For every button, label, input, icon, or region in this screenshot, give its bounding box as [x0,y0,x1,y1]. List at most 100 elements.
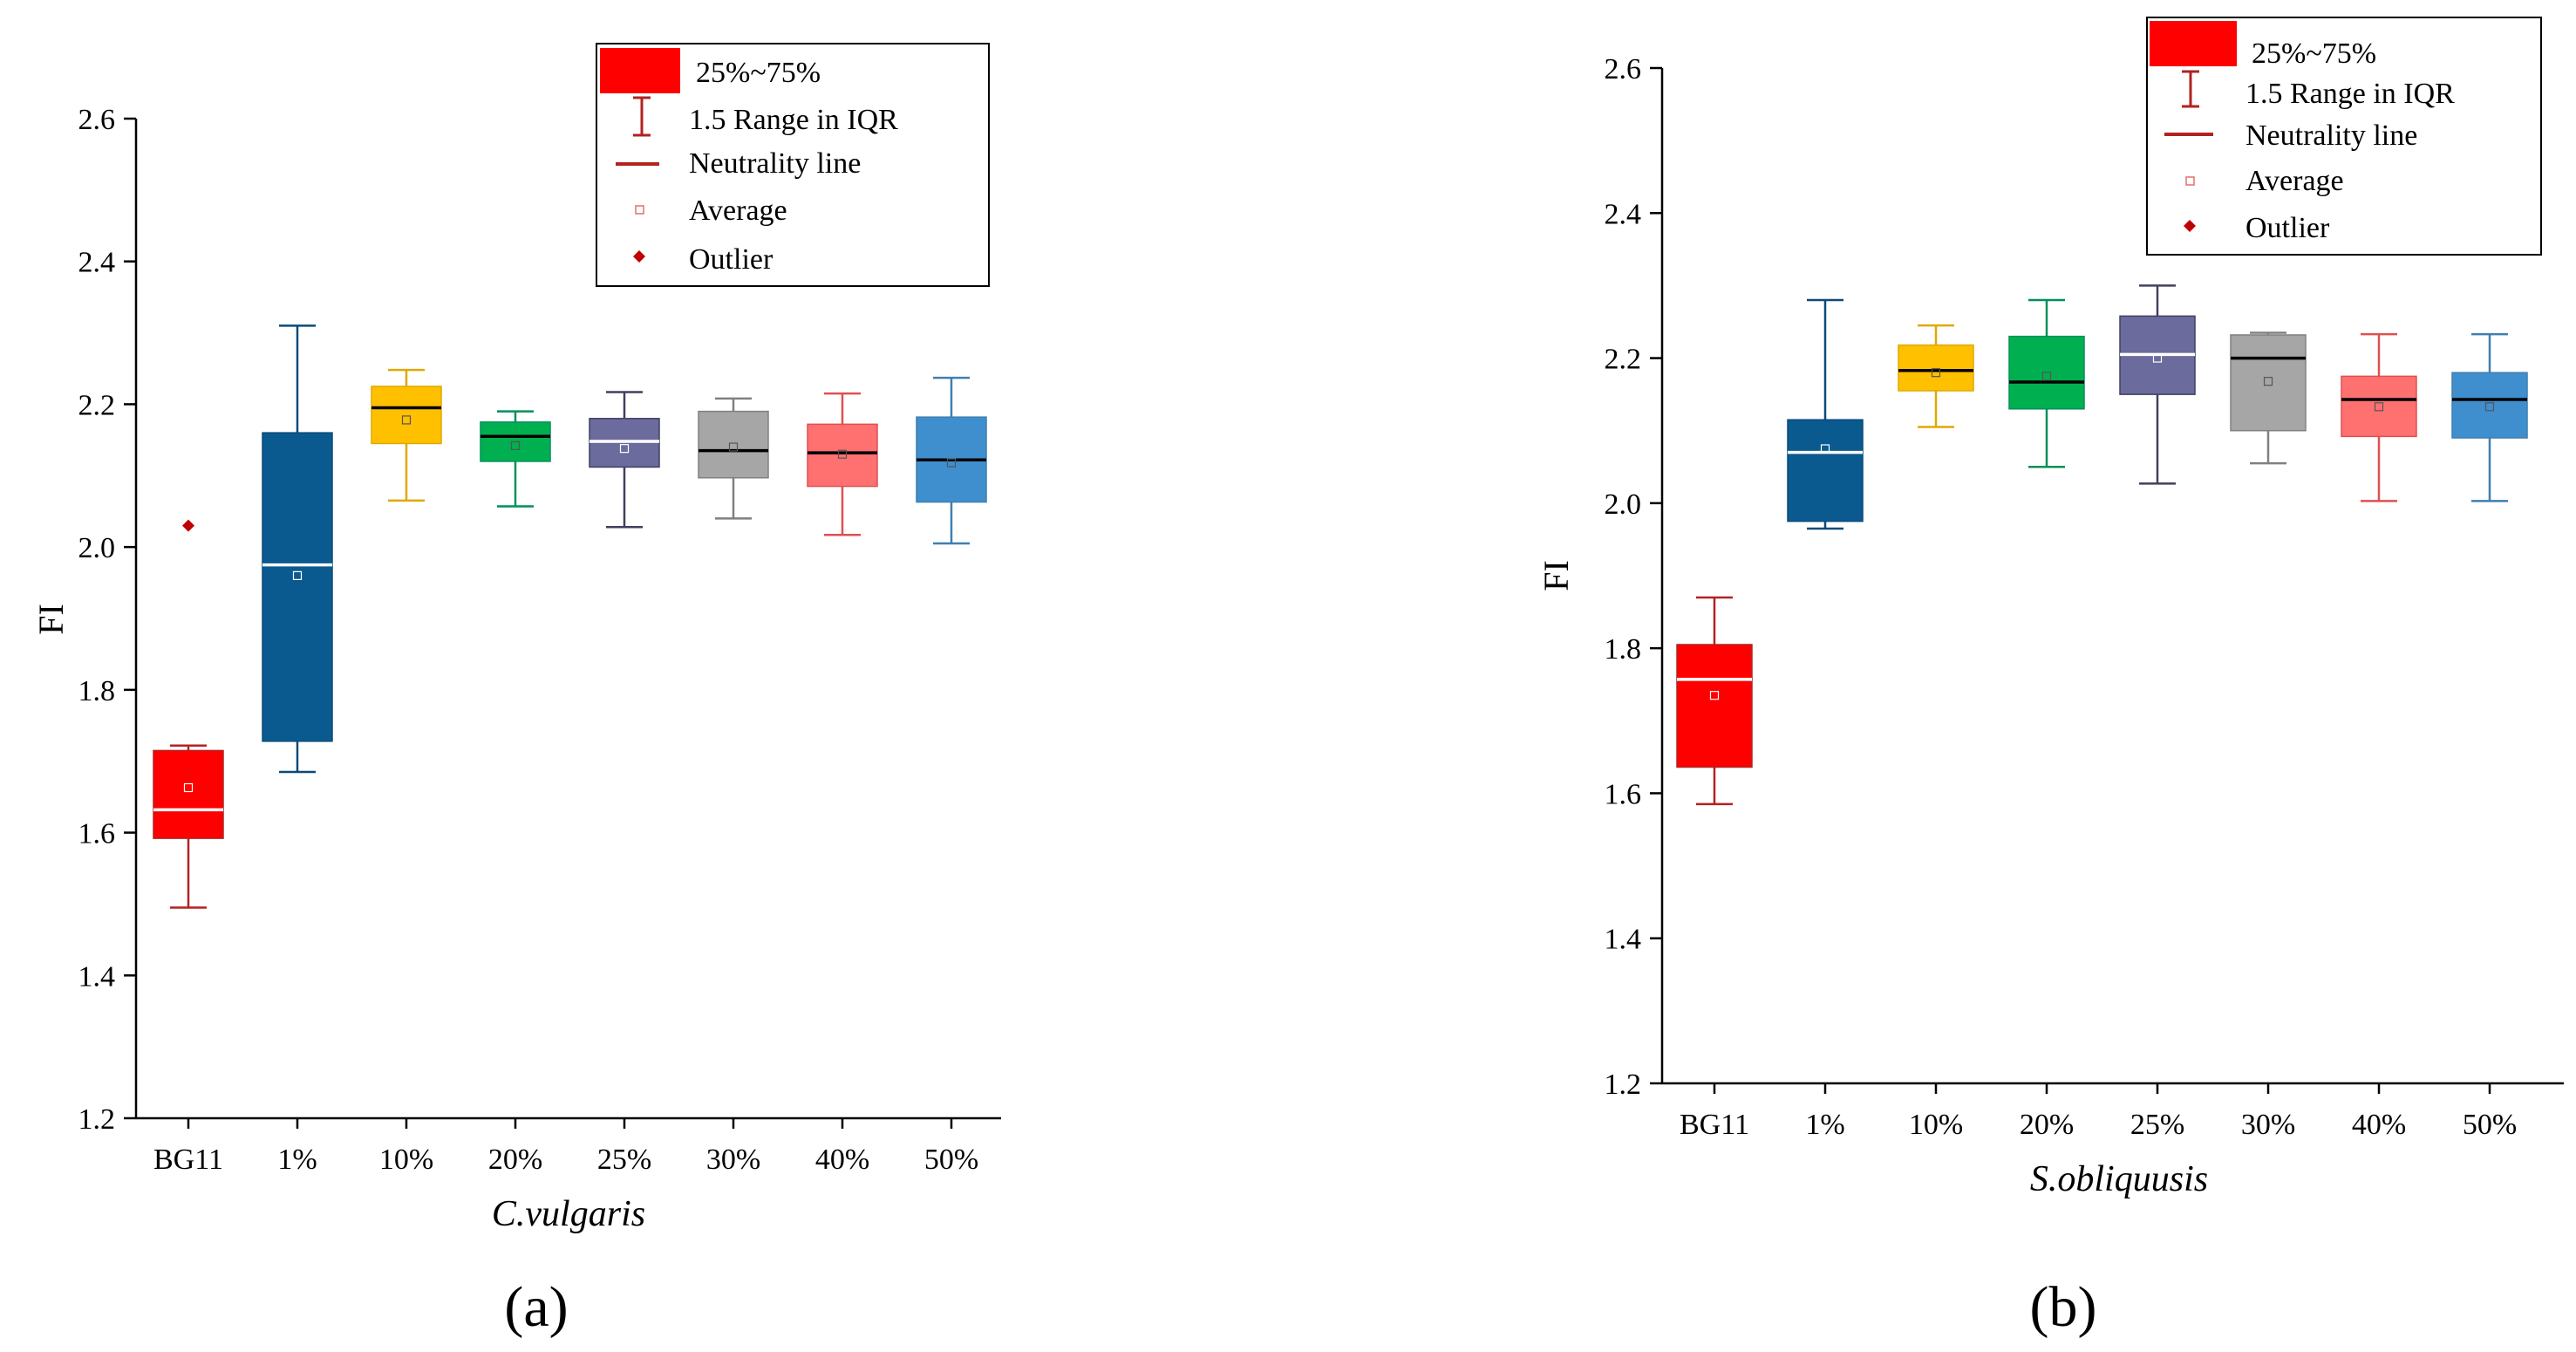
x-tick-label: 1% [277,1144,317,1176]
x-tick-label: 50% [2463,1109,2517,1141]
legend-whisker-swatch-a [633,96,651,137]
mean-marker [183,782,194,793]
y-tick-label: 1.8 [78,675,116,707]
iqr-box [1676,644,1753,768]
legend-outlier-swatch-a [633,250,645,263]
mean-marker [510,440,521,451]
legend-average-swatch-a [635,205,644,215]
mean-marker [1820,444,1830,454]
legend-item-box-a: 25%~75% [696,57,821,89]
y-tick-label: 2.0 [1605,488,1642,521]
chart-panel-a: 1.2 1.4 1.6 1.8 2.0 2.2 2.4 2.6 BG11 1% 10% 20% 25%… [31,43,1001,1339]
x-tick-label: 30% [706,1144,760,1176]
y-tick-label: 2.4 [78,247,116,279]
box-1pct [1787,298,1864,530]
legend-item-neutrality-b: Neutrality line [2245,119,2417,152]
x-tick-label: 40% [2352,1109,2406,1141]
y-tick-label: 2.0 [78,532,116,564]
box-25pct [589,391,660,529]
chart-panel-b: 1.2 1.4 1.6 1.8 2.0 2.2 2.4 2.6 BG11 1% 10% 20% 25%… [1537,17,2564,1339]
box-20pct [2008,298,2085,468]
x-tick-label: 30% [2241,1109,2295,1141]
legend-average-swatch-b [2185,176,2195,186]
y-tick-label: 1.4 [1605,924,1642,956]
y-tick-label: 1.6 [78,818,116,850]
iqr-box [480,421,551,462]
x-tick-label: BG11 [1680,1109,1749,1141]
x-tick-label: 10% [1909,1109,1963,1141]
legend-b: 25%~75% 1.5 Range in IQR Neutrality line… [2146,17,2542,256]
iqr-box [371,386,442,445]
legend-whisker-swatch-b [2182,70,2199,108]
x-tick-label: 40% [815,1144,869,1176]
legend-a: 25%~75% 1.5 Range in IQR Neutrality line… [596,43,990,287]
x-tick-label: 25% [597,1144,651,1176]
x-tick-label: 25% [2130,1109,2184,1141]
x-tick-label: 1% [1805,1109,1844,1141]
y-ticks-b: 1.2 1.4 1.6 1.8 2.0 2.2 2.4 2.6 [1605,53,1662,1101]
x-axis-label-a: C.vulgaris [492,1194,645,1234]
boxes-b [1676,284,2528,806]
y-tick-label: 2.2 [78,389,116,421]
box-40pct [2341,332,2417,502]
y-tick-label: 1.6 [1605,778,1642,810]
iqr-box [698,410,769,479]
y-tick-label: 1.8 [1605,633,1642,666]
box-30pct [2230,331,2307,465]
y-tick-label: 2.6 [78,104,116,136]
x-ticks-a: BG11 1% 10% 20% 25% 30% 40% 50% [153,1118,978,1176]
box-50pct [2451,332,2528,502]
panel-label-b: (b) [2030,1275,2097,1339]
box-40pct [807,392,878,536]
mean-marker [1709,691,1720,700]
iqr-box [1898,344,1974,392]
x-tick-label: 10% [379,1144,433,1176]
legend-item-whisker-a: 1.5 Range in IQR [689,104,898,136]
iqr-box [262,432,333,742]
y-tick-label: 2.6 [1605,53,1642,85]
mean-marker [946,458,957,468]
x-tick-label: 20% [488,1144,542,1176]
iqr-box [2230,334,2307,432]
box-10pct [371,368,442,502]
box-1pct [262,324,333,774]
mean-marker [837,449,848,459]
legend-item-box-b: 25%~75% [2252,38,2376,70]
box-bg11 [153,519,224,909]
y-axis-label-b: FI [1537,560,1576,591]
legend-outlier-swatch-b [2184,220,2196,232]
iqr-box [807,423,878,488]
box-30pct [698,397,769,520]
mean-marker [2263,377,2273,386]
x-tick-label: BG11 [153,1144,223,1176]
iqr-box [1787,419,1864,522]
box-50pct [916,376,987,545]
box-10pct [1898,324,1974,428]
legend-item-whisker-b: 1.5 Range in IQR [2245,78,2455,110]
legend-item-average-a: Average [689,195,787,227]
y-axis-label-a: FI [31,604,71,635]
y-tick-label: 1.4 [78,960,116,993]
legend-item-outlier-b: Outlier [2245,212,2330,244]
iqr-box [2341,375,2417,438]
panel-label-a: (a) [504,1275,568,1339]
legend-box-swatch-a [600,48,680,93]
legend-item-average-b: Average [2245,165,2344,197]
mean-marker [619,444,630,454]
y-tick-label: 1.2 [78,1103,116,1136]
legend-box-swatch-b [2150,21,2237,66]
mean-marker [292,570,303,580]
y-tick-label: 2.2 [1605,344,1642,376]
y-tick-label: 1.2 [1605,1069,1642,1101]
y-tick-label: 2.4 [1605,198,1642,230]
mean-marker [2484,402,2495,412]
x-tick-label: 50% [924,1144,978,1176]
mean-marker [1931,368,1941,378]
x-axis-label-b: S.obliquusis [2030,1159,2208,1199]
mean-marker [2041,372,2052,381]
mean-marker [401,415,412,425]
box-bg11 [1676,596,1753,806]
mean-marker [2374,402,2384,412]
boxes-a [153,324,987,909]
legend-item-neutrality-a: Neutrality line [689,147,861,180]
